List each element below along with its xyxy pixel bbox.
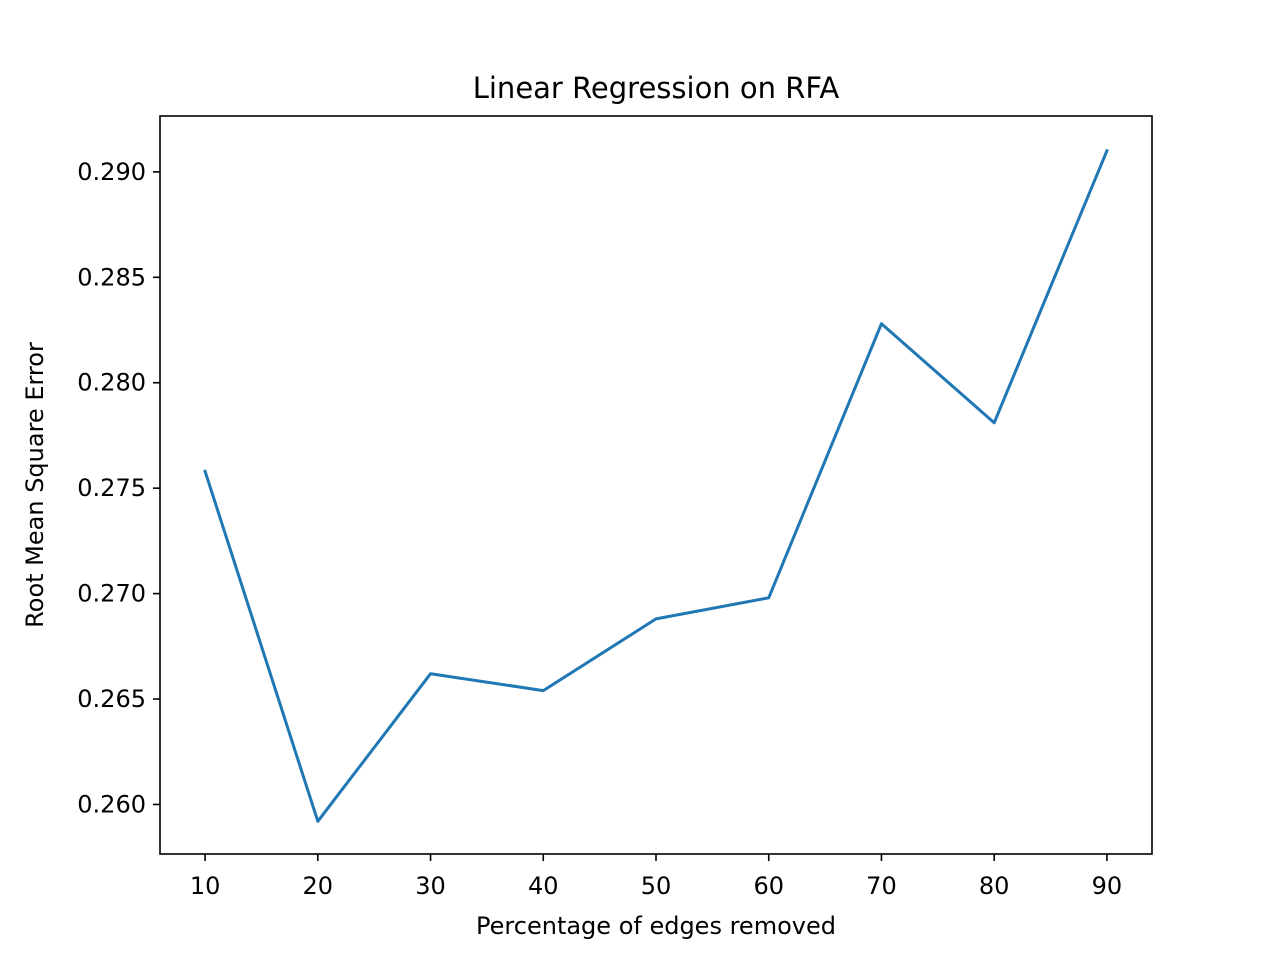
y-axis-label: Root Mean Square Error	[21, 342, 49, 628]
x-tick-label: 90	[1092, 872, 1123, 900]
x-tick-label: 20	[303, 872, 334, 900]
x-axis-ticks: 10 20 30 40 50 60 70 80 90	[190, 854, 1122, 900]
y-tick-label: 0.265	[77, 685, 146, 713]
plot-frame	[159, 115, 1153, 855]
chart-title: Linear Regression on RFA	[473, 71, 840, 105]
y-tick-label: 0.285	[77, 263, 146, 291]
y-tick-label: 0.290	[77, 158, 146, 186]
x-tick-label: 60	[753, 872, 784, 900]
x-tick-label: 70	[866, 872, 897, 900]
y-tick-label: 0.275	[77, 474, 146, 502]
x-tick-label: 50	[641, 872, 672, 900]
x-axis-label: Percentage of edges removed	[476, 912, 836, 940]
y-tick-label: 0.280	[77, 369, 146, 397]
y-tick-label: 0.260	[77, 790, 146, 818]
x-tick-label: 30	[415, 872, 446, 900]
x-tick-label: 80	[979, 872, 1010, 900]
x-tick-label: 40	[528, 872, 559, 900]
series-line	[203, 148, 1109, 823]
y-tick-label: 0.270	[77, 580, 146, 608]
y-axis-ticks: 0.260 0.265 0.270 0.275 0.280 0.285 0.290	[77, 158, 160, 818]
plot-area	[203, 148, 1109, 823]
x-tick-label: 10	[190, 872, 221, 900]
